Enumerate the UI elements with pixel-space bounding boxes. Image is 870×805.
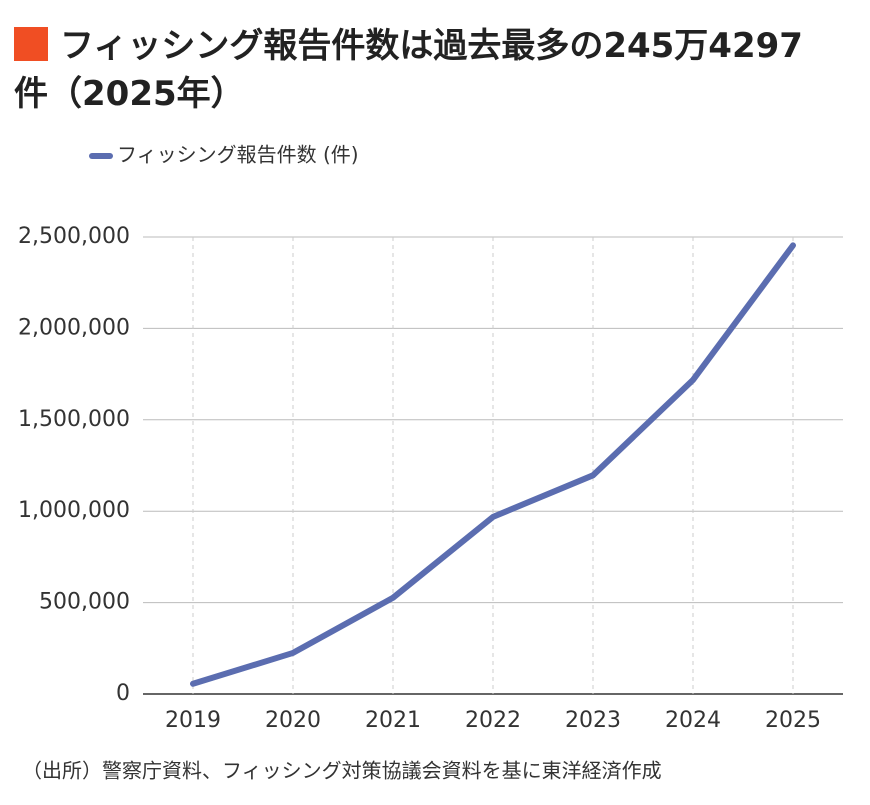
y-tick-label: 2,500,000 (18, 224, 130, 249)
y-tick-label: 1,000,000 (18, 498, 130, 523)
y-tick-label: 1,500,000 (18, 407, 130, 432)
line-series (190, 242, 796, 687)
source-note: （出所）警察庁資料、フィッシング対策協議会資料を基に東洋経済作成 (22, 759, 662, 783)
x-tick-label: 2022 (465, 708, 521, 733)
y-tick-label: 500,000 (39, 590, 130, 615)
legend-label: フィッシング報告件数 (件) (117, 143, 359, 167)
x-tick-label: 2020 (265, 708, 321, 733)
x-tick-label: 2025 (765, 708, 821, 733)
title-block: フィッシング報告件数は過去最多の245万4297件（2025年） (14, 22, 814, 118)
y-tick-label: 2,000,000 (18, 315, 130, 340)
x-tick-label: 2021 (365, 708, 421, 733)
x-tick-label: 2024 (665, 708, 721, 733)
chart-title: フィッシング報告件数は過去最多の245万4297件（2025年） (14, 26, 803, 114)
x-tick-label: 2023 (565, 708, 621, 733)
y-tick-label: 0 (116, 681, 130, 706)
title-marker (14, 27, 48, 61)
x-tick-label: 2019 (165, 708, 221, 733)
